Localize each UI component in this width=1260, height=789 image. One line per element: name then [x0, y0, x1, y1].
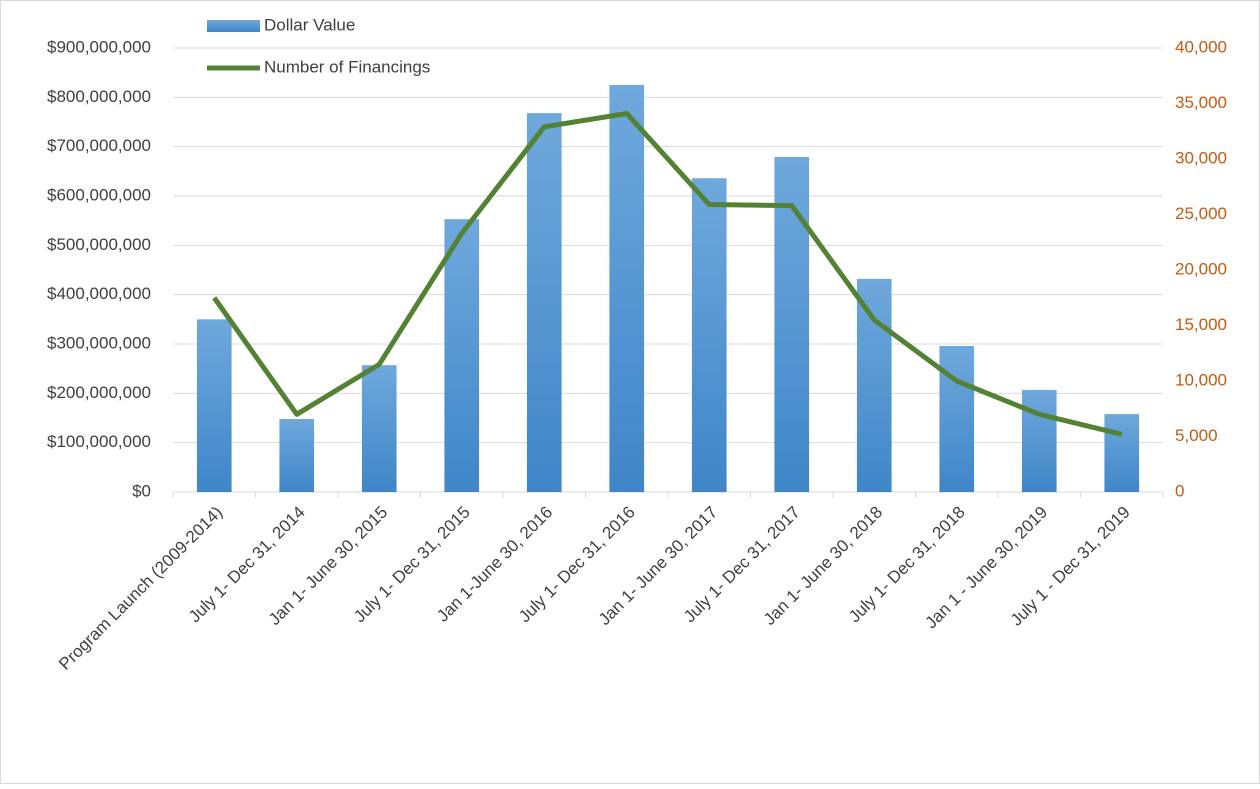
y-tick-label: $100,000,000 — [47, 432, 151, 451]
y2-tick-label: 10,000 — [1175, 370, 1227, 389]
bar — [691, 178, 727, 493]
y2-tick-label: 20,000 — [1175, 259, 1227, 278]
y2-tick-label: 0 — [1175, 481, 1184, 500]
y2-tick-label: 15,000 — [1175, 315, 1227, 334]
y-tick-label: $500,000,000 — [47, 235, 151, 254]
bar — [279, 418, 315, 492]
y-tick-label: $200,000,000 — [47, 383, 151, 402]
bar — [856, 278, 892, 492]
y-tick-label: $300,000,000 — [47, 333, 151, 352]
y2-tick-label: 40,000 — [1175, 37, 1227, 56]
y-tick-label: $800,000,000 — [47, 87, 151, 106]
line — [212, 110, 1123, 437]
y-tick-label: $700,000,000 — [47, 136, 151, 155]
bar — [1104, 414, 1140, 492]
bar — [526, 113, 562, 493]
y2-tick-label: 5,000 — [1175, 426, 1218, 445]
bar — [774, 157, 810, 492]
y-tick-label: $600,000,000 — [47, 185, 151, 204]
bar — [939, 345, 975, 492]
bar — [609, 85, 645, 492]
bar — [1021, 389, 1057, 492]
legend-label: Number of Financings — [264, 57, 430, 76]
y-tick-label: $400,000,000 — [47, 284, 151, 303]
y-tick-label: $900,000,000 — [47, 37, 151, 56]
bar — [361, 365, 397, 492]
y2-tick-label: 25,000 — [1175, 204, 1227, 223]
legend-swatch — [207, 20, 260, 32]
bar — [196, 319, 232, 492]
y-tick-label: $0 — [132, 481, 151, 500]
y2-tick-label: 35,000 — [1175, 93, 1227, 112]
bar — [444, 219, 480, 493]
legend-label: Dollar Value — [264, 15, 355, 34]
y2-tick-label: 30,000 — [1175, 148, 1227, 167]
